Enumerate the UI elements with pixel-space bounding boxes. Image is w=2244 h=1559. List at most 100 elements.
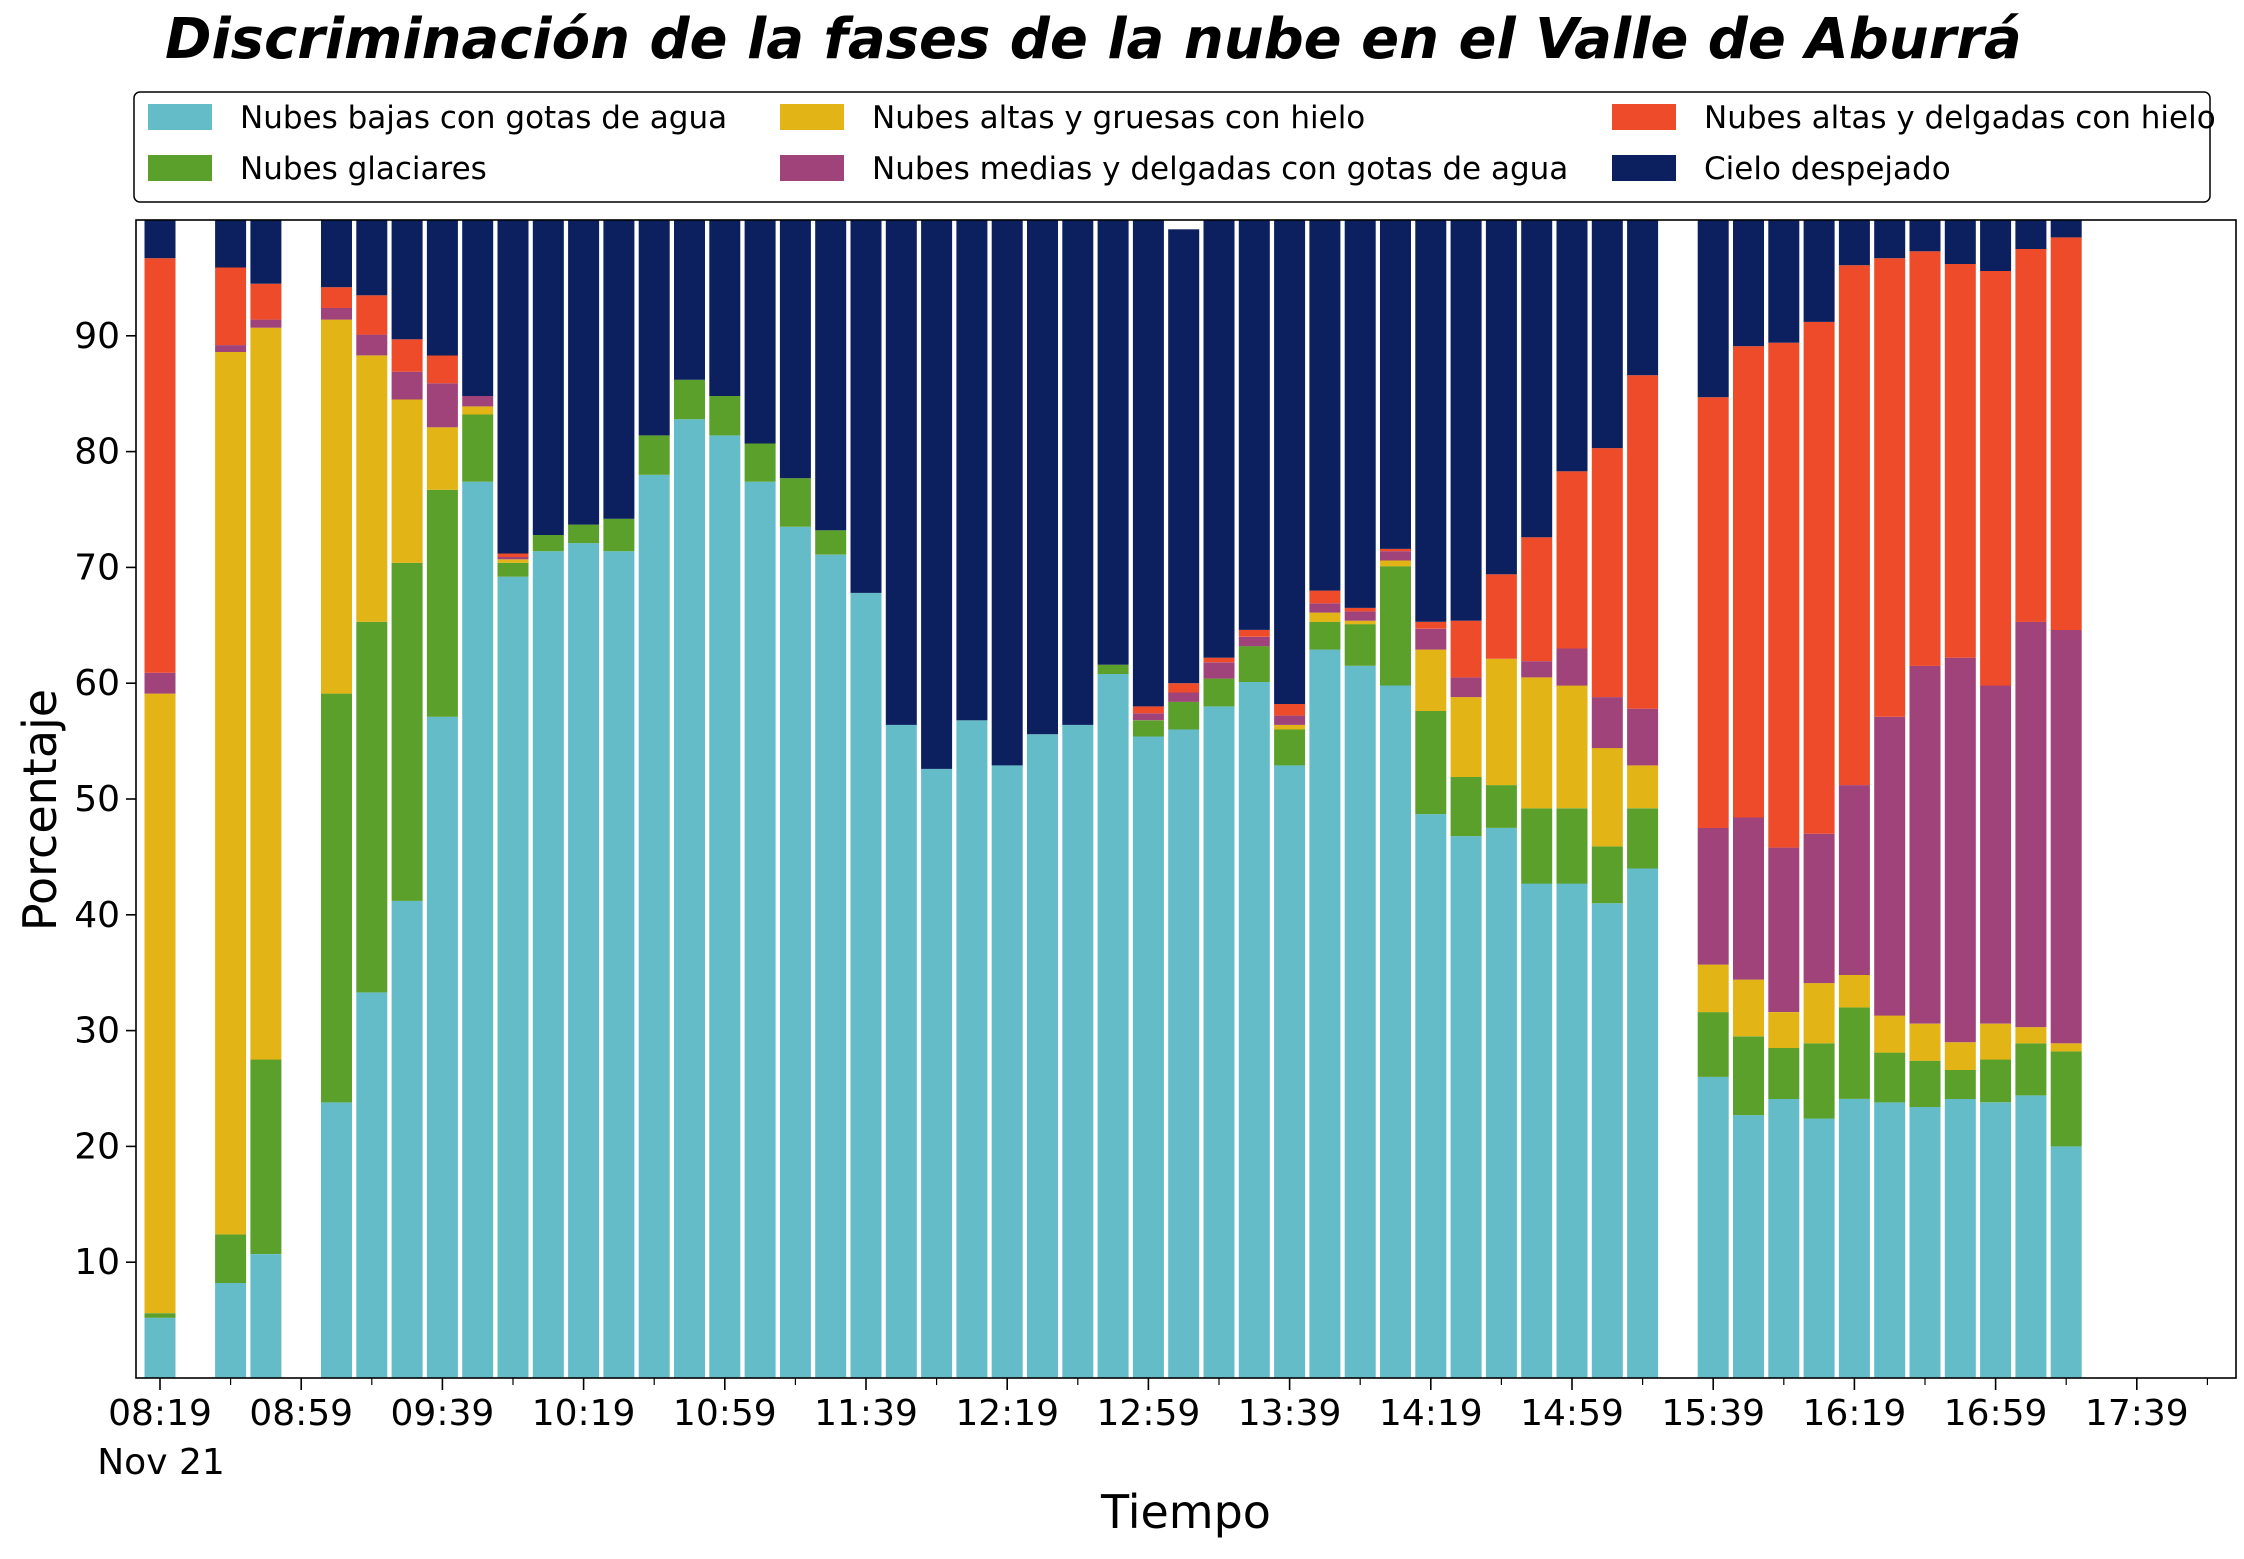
bar-1049-series-1 xyxy=(674,379,705,420)
x-tick-label-1219: 12:19 xyxy=(955,1393,1059,1434)
bar-1509-series-1 xyxy=(1591,846,1623,904)
legend-label-5: Cielo despejado xyxy=(1704,151,1951,187)
bar-1439-series-1 xyxy=(1485,785,1517,828)
bar-1349-series-1 xyxy=(1309,621,1341,650)
bar-1509-series-0 xyxy=(1591,903,1623,1378)
bar-0819-series-4 xyxy=(144,258,176,673)
bar-1349-series-4 xyxy=(1309,590,1341,604)
bar-1009-series-0 xyxy=(532,551,564,1378)
bar-1449-series-0 xyxy=(1521,883,1553,1378)
x-tick-label-1059: 10:59 xyxy=(673,1393,777,1434)
bar-1359-series-3 xyxy=(1344,611,1376,621)
bar-1619-series-5 xyxy=(1838,220,1870,266)
bar-1459-series-1 xyxy=(1556,808,1588,884)
bar-1719-series-1 xyxy=(2050,1051,2082,1147)
bar-1249-series-5 xyxy=(1097,220,1129,665)
bar-1559-series-1 xyxy=(1768,1048,1800,1099)
bar-1059-series-5 xyxy=(709,220,741,396)
bar-0959-series-0 xyxy=(497,576,529,1378)
bar-0849-series-1 xyxy=(250,1059,282,1254)
bar-1619-series-4 xyxy=(1838,265,1870,786)
bar-1409-series-2 xyxy=(1380,560,1411,567)
bar-1149-series-5 xyxy=(885,220,917,725)
legend-label-1: Nubes glaciares xyxy=(240,151,487,187)
bar-1359-series-2 xyxy=(1344,620,1376,625)
bar-0819-series-3 xyxy=(144,672,176,694)
bar-1649-series-2 xyxy=(1944,1042,1976,1070)
bar-1259-series-5 xyxy=(1132,220,1164,707)
bar-1619-series-1 xyxy=(1838,1007,1870,1099)
bar-1519-series-1 xyxy=(1627,808,1659,869)
bar-1519-series-3 xyxy=(1627,708,1659,766)
bar-0959-series-3 xyxy=(497,557,529,560)
legend-label-3: Nubes medias y delgadas con gotas de agu… xyxy=(872,151,1568,187)
bar-1629-series-0 xyxy=(1874,1102,1906,1378)
bar-0939-series-2 xyxy=(426,427,458,490)
bar-1429-series-5 xyxy=(1450,220,1482,621)
bar-1449-series-3 xyxy=(1521,661,1553,678)
bar-1339-series-2 xyxy=(1274,724,1306,730)
bar-1009-series-1 xyxy=(532,535,564,552)
bar-1259-series-4 xyxy=(1132,706,1164,714)
bar-1429-series-2 xyxy=(1450,697,1482,777)
bar-1059-series-1 xyxy=(709,396,741,436)
bar-0909-series-1 xyxy=(321,693,352,1103)
bar-1649-series-3 xyxy=(1944,657,1976,1043)
bar-0909-series-0 xyxy=(321,1102,352,1378)
bar-1049-series-5 xyxy=(674,220,705,380)
bar-1329-series-3 xyxy=(1238,636,1270,647)
bar-1649-series-4 xyxy=(1944,264,1976,658)
bar-1639-series-3 xyxy=(1909,665,1941,1024)
bar-1659-series-2 xyxy=(1980,1023,2012,1060)
bar-1639-series-4 xyxy=(1909,251,1941,666)
bar-1349-series-2 xyxy=(1309,612,1341,622)
bar-1409-series-5 xyxy=(1380,220,1411,549)
bar-1329-series-4 xyxy=(1238,629,1270,637)
bar-1609-series-3 xyxy=(1803,833,1835,984)
y-tick-label-20: 20 xyxy=(74,1126,120,1167)
y-tick-label-90: 90 xyxy=(74,316,120,357)
bar-1539-series-3 xyxy=(1697,828,1729,965)
legend: Nubes bajas con gotas de agua Nubes altas… xyxy=(133,91,2216,203)
bar-0939-series-4 xyxy=(426,355,458,384)
bar-1129-series-1 xyxy=(815,530,847,555)
bar-1109-series-1 xyxy=(744,443,776,482)
bar-1619-series-2 xyxy=(1838,975,1870,1008)
bar-1259-series-0 xyxy=(1132,736,1164,1378)
bar-1319-series-3 xyxy=(1203,662,1235,679)
bar-1709-series-5 xyxy=(2015,220,2047,249)
bar-1439-series-4 xyxy=(1485,574,1517,659)
bar-0849-series-2 xyxy=(250,327,282,1060)
bar-1119-series-1 xyxy=(779,478,811,527)
bar-0839-series-5 xyxy=(215,220,247,268)
bar-1139-series-0 xyxy=(850,592,882,1378)
bar-0959-series-5 xyxy=(497,220,529,554)
bar-1519-series-2 xyxy=(1627,765,1659,809)
bar-1339-series-3 xyxy=(1274,715,1306,725)
bar-0959-series-4 xyxy=(497,553,529,557)
x-axis: 08:19 08:59 09:39 10:19 10:59 11:39 12:19 12:59… xyxy=(108,1378,2208,1434)
bar-1419-series-3 xyxy=(1415,628,1447,650)
bar-1339-series-4 xyxy=(1274,704,1306,716)
bar-1659-series-0 xyxy=(1980,1102,2012,1378)
bar-1419-series-1 xyxy=(1415,711,1447,815)
bar-0939-series-1 xyxy=(426,489,458,717)
bar-1609-series-4 xyxy=(1803,321,1835,834)
bar-1409-series-1 xyxy=(1380,566,1411,686)
bar-1719-series-5 xyxy=(2050,220,2082,238)
bar-1709-series-1 xyxy=(2015,1043,2047,1096)
x-tick-label-0819: 08:19 xyxy=(108,1393,212,1434)
bar-0819-series-0 xyxy=(144,1317,176,1378)
bar-1349-series-5 xyxy=(1309,220,1341,591)
bar-1359-series-4 xyxy=(1344,607,1376,612)
bar-1439-series-2 xyxy=(1485,658,1517,786)
bar-0819-series-1 xyxy=(144,1313,176,1318)
bar-0839-series-0 xyxy=(215,1283,247,1378)
bar-1109-series-0 xyxy=(744,481,776,1378)
bar-1029-series-1 xyxy=(603,518,635,552)
bar-1319-series-4 xyxy=(1203,657,1235,663)
bar-1349-series-0 xyxy=(1309,649,1341,1378)
bar-1539-series-2 xyxy=(1697,964,1729,1013)
bar-0949-series-3 xyxy=(462,396,494,407)
